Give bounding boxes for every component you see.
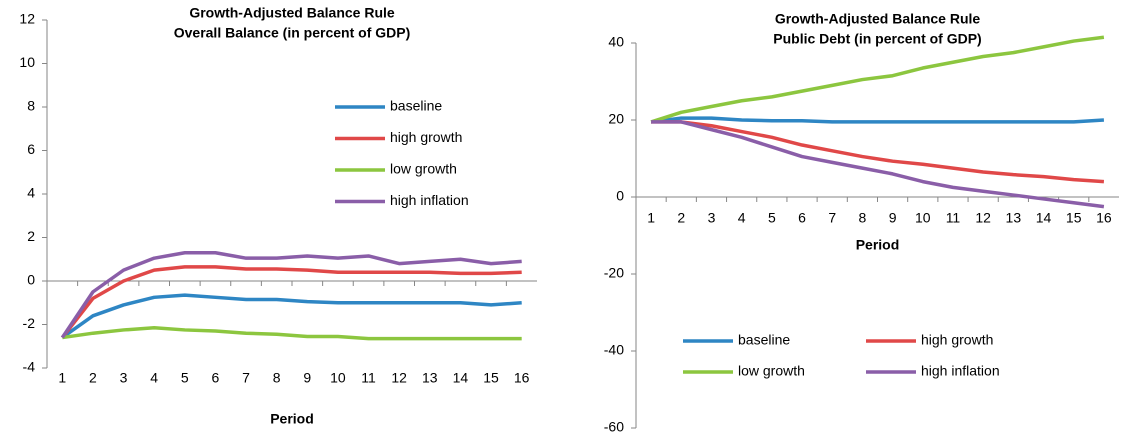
x-tick-label: 11 <box>361 370 376 386</box>
y-tick-label: 10 <box>19 54 35 70</box>
x-tick-label: 3 <box>708 210 716 226</box>
chart-subtitle: Public Debt (in percent of GDP) <box>773 31 981 47</box>
x-tick-label: 11 <box>946 210 961 226</box>
x-tick-label: 5 <box>181 370 189 386</box>
x-axis-label: Period <box>270 411 314 427</box>
chart-title: Growth-Adjusted Balance Rule <box>189 5 395 21</box>
legend-label: high growth <box>390 129 462 145</box>
x-axis-label: Period <box>856 237 900 253</box>
x-tick-label: 12 <box>975 210 991 226</box>
y-tick-label: -20 <box>604 265 624 281</box>
x-tick-label: 14 <box>1036 210 1052 226</box>
y-tick-label: -60 <box>604 419 624 435</box>
x-tick-label: 10 <box>915 210 931 226</box>
x-tick-label: 5 <box>768 210 776 226</box>
y-tick-label: 12 <box>19 11 35 27</box>
line-series <box>651 120 1105 184</box>
x-tick-label: 10 <box>330 370 346 386</box>
line-series <box>60 250 522 339</box>
legend-label: baseline <box>390 98 442 114</box>
legend-label: baseline <box>738 332 790 348</box>
chart-subtitle: Overall Balance (in percent of GDP) <box>174 25 411 41</box>
y-tick-label: 0 <box>27 272 35 288</box>
y-tick-label: 0 <box>616 188 624 204</box>
y-tick-label: 2 <box>27 228 35 244</box>
legend-label: low growth <box>738 363 805 379</box>
x-tick-label: 14 <box>453 370 469 386</box>
x-tick-label: 2 <box>677 210 685 226</box>
x-tick-label: 7 <box>828 210 836 226</box>
y-tick-label: -40 <box>604 342 624 358</box>
x-tick-label: 13 <box>422 370 438 386</box>
x-tick-label: 8 <box>273 370 281 386</box>
x-tick-label: 6 <box>212 370 220 386</box>
x-tick-label: 9 <box>303 370 311 386</box>
y-tick-label: 40 <box>608 34 624 50</box>
x-tick-label: 7 <box>242 370 250 386</box>
line-series <box>651 120 1105 209</box>
x-tick-label: 4 <box>738 210 746 226</box>
x-tick-label: 16 <box>514 370 530 386</box>
legend-label: high growth <box>921 332 993 348</box>
y-tick-label: -2 <box>23 315 36 331</box>
x-tick-label: 8 <box>859 210 867 226</box>
legend-label: high inflation <box>390 192 469 208</box>
x-tick-label: 1 <box>58 370 66 386</box>
legend-label: low growth <box>390 161 457 177</box>
x-tick-label: 15 <box>1066 210 1082 226</box>
line-series <box>650 116 1105 124</box>
line-series <box>61 293 522 339</box>
line-series <box>62 326 522 341</box>
line-series <box>650 35 1105 124</box>
line-series <box>60 265 522 339</box>
x-tick-label: 3 <box>120 370 128 386</box>
x-tick-label: 1 <box>647 210 655 226</box>
y-tick-label: 6 <box>27 141 35 157</box>
y-tick-label: 20 <box>608 111 624 127</box>
x-tick-label: 9 <box>889 210 897 226</box>
x-tick-label: 16 <box>1096 210 1112 226</box>
y-tick-label: 8 <box>27 98 35 114</box>
x-tick-label: 4 <box>150 370 158 386</box>
x-tick-label: 13 <box>1006 210 1022 226</box>
x-tick-label: 6 <box>798 210 806 226</box>
x-tick-label: 12 <box>391 370 407 386</box>
y-tick-label: 4 <box>27 185 35 201</box>
x-tick-label: 2 <box>89 370 97 386</box>
legend-label: high inflation <box>921 363 1000 379</box>
y-tick-label: -4 <box>23 359 36 375</box>
x-tick-label: 15 <box>483 370 499 386</box>
chart-title: Growth-Adjusted Balance Rule <box>775 11 981 27</box>
